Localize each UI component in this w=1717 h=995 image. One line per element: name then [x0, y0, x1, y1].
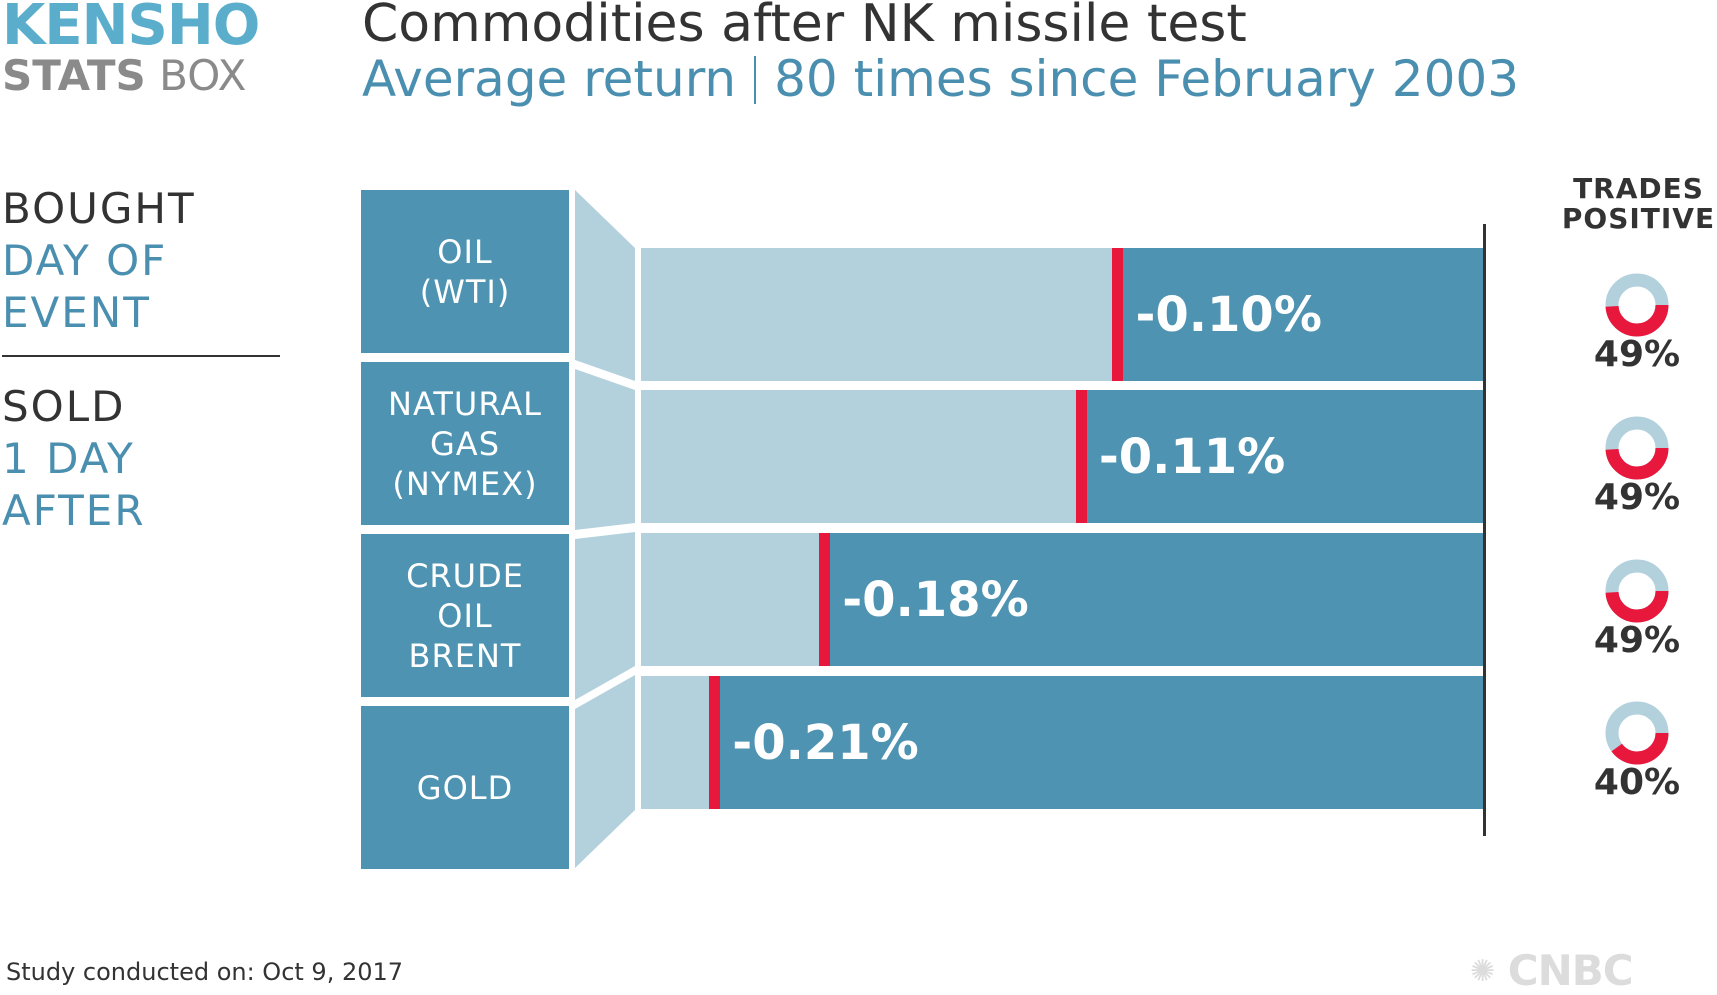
bar-row: -0.18% — [641, 533, 1484, 666]
subtitle-left: Average return — [362, 50, 737, 108]
chart-subtitle: Average return 80 times since February 20… — [362, 52, 1519, 107]
chart-title: Commodities after NK missile test — [362, 0, 1247, 54]
category-label: GOLD — [361, 706, 569, 869]
bar-value-label: -0.18% — [842, 571, 1029, 628]
donut-positive-arc — [1605, 273, 1669, 337]
zero-axis — [1483, 224, 1486, 836]
category-label: CRUDE OIL BRENT — [361, 534, 569, 697]
donut-positive-arc — [1605, 559, 1669, 623]
label-day-of: DAY OF — [2, 236, 168, 285]
bar-row: -0.10% — [641, 248, 1484, 381]
stats-box-logo: STATS BOX — [2, 55, 246, 97]
donut-positive-arc — [1605, 416, 1669, 480]
bar-row: -0.21% — [641, 676, 1484, 809]
label-bought: BOUGHT — [2, 184, 196, 233]
trades-positive-donut — [1605, 559, 1669, 623]
bar-marker — [819, 533, 831, 666]
trades-positive-value: 40% — [1593, 762, 1681, 803]
bar-marker — [1112, 248, 1124, 381]
trades-positive-value: 49% — [1593, 477, 1681, 518]
bar-marker — [1075, 390, 1087, 523]
trades-positive-donut — [1605, 416, 1669, 480]
logo-box: BOX — [159, 51, 247, 100]
bar — [824, 533, 1484, 666]
kensho-logo: KENSHO — [2, 0, 260, 58]
connector-shapes — [575, 190, 635, 868]
bar — [1117, 248, 1484, 381]
connector-4 — [575, 675, 635, 868]
peacock-icon: ✺ — [1470, 954, 1495, 989]
bar-value-label: -0.11% — [1098, 428, 1286, 485]
trades-positive-donut — [1605, 273, 1669, 337]
label-1-day: 1 DAY — [2, 434, 135, 483]
connector-1 — [575, 190, 635, 381]
category-label: NATURAL GAS (NYMEX) — [361, 362, 569, 525]
bar — [714, 676, 1484, 809]
trades-positive-header: TRADES POSITIVE — [1561, 172, 1716, 235]
bar-value-label: -0.10% — [1135, 286, 1322, 343]
connector-3 — [575, 532, 635, 700]
label-sold: SOLD — [2, 382, 126, 431]
trades-positive-value: 49% — [1593, 334, 1681, 375]
bar-row: -0.11% — [641, 390, 1484, 523]
bar-marker — [709, 676, 721, 809]
cnbc-wordmark: CNBC — [1507, 946, 1634, 995]
label-event: EVENT — [2, 288, 151, 337]
subtitle-right: 80 times since February 2003 — [774, 50, 1520, 108]
bar — [1080, 390, 1484, 523]
connector-2 — [575, 369, 635, 530]
trades-positive-donut — [1605, 701, 1669, 765]
study-date: Study conducted on: Oct 9, 2017 — [6, 958, 404, 986]
category-label: OIL (WTI) — [361, 190, 569, 353]
logo-stats: STATS — [2, 51, 146, 100]
label-after: AFTER — [2, 486, 146, 535]
cnbc-logo: ✺ CNBC — [1470, 946, 1634, 995]
donut-positive-arc — [1605, 701, 1669, 765]
subtitle-separator — [754, 56, 757, 104]
bar-value-label: -0.21% — [732, 714, 919, 771]
trades-positive-value: 49% — [1593, 620, 1681, 661]
label-divider — [2, 355, 280, 357]
